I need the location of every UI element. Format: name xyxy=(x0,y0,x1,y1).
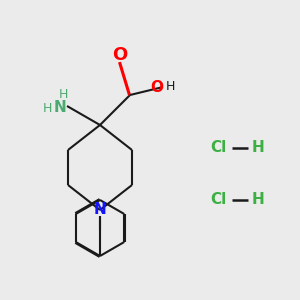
Text: N: N xyxy=(94,202,106,217)
Text: Cl: Cl xyxy=(210,193,226,208)
Text: N: N xyxy=(54,100,66,116)
Text: O: O xyxy=(150,80,163,94)
Text: H: H xyxy=(58,88,68,100)
Text: H: H xyxy=(252,140,265,155)
Text: H: H xyxy=(42,101,52,115)
Text: H: H xyxy=(252,193,265,208)
Text: O: O xyxy=(112,46,128,64)
Text: Cl: Cl xyxy=(210,140,226,155)
Text: H: H xyxy=(166,80,175,92)
